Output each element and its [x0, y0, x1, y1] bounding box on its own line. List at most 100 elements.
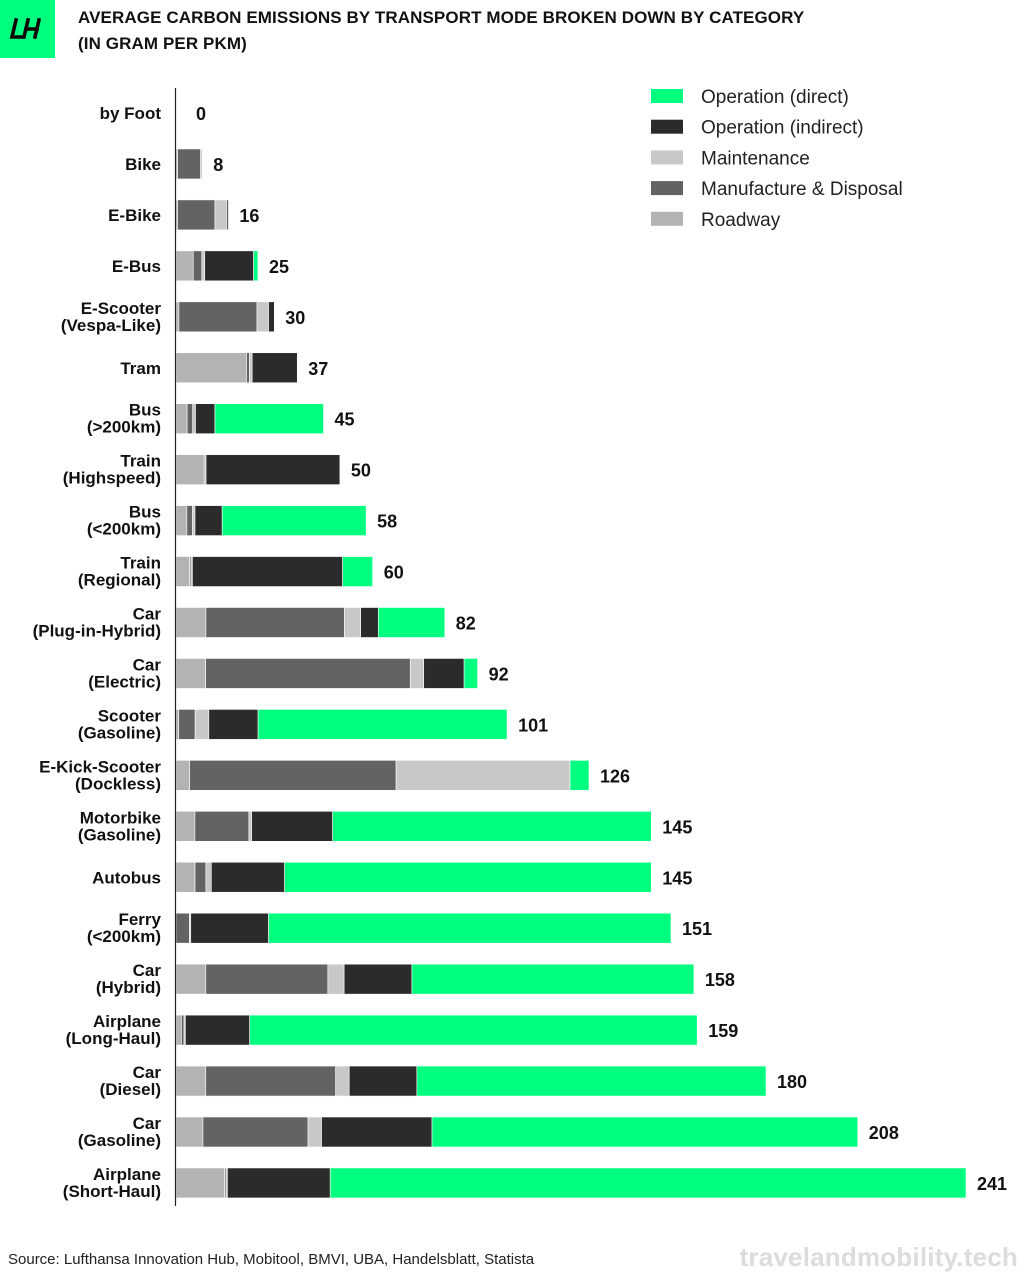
- legend: Operation (direct) Operation (indirect) Ma…: [651, 87, 903, 231]
- bar-segment-roadway: [175, 861, 196, 893]
- bar-row-14: [175, 810, 652, 842]
- bar-segment-operation-indirect: [204, 250, 254, 282]
- legend-item: Operation (direct): [651, 87, 849, 108]
- bar-segment-maintenance: [214, 199, 228, 231]
- bar-segment-maintenance: [200, 148, 203, 180]
- bar-row-19: [175, 1065, 767, 1097]
- bar-row-3: [175, 250, 259, 282]
- bar-segment-manufacture-disposal: [178, 301, 258, 333]
- lh-logo-icon: [9, 17, 42, 40]
- bar-segment-roadway: [175, 607, 207, 638]
- bar-segment-roadway: [175, 1116, 204, 1148]
- bar-segment-roadway: [175, 1065, 207, 1097]
- category-label: Train (Regional): [78, 554, 161, 590]
- bar-row-16: [175, 912, 672, 944]
- bar-segment-operation-indirect: [321, 1116, 433, 1148]
- bar-segment-manufacture-disposal: [175, 912, 190, 944]
- bar-segment-roadway: [175, 1167, 226, 1199]
- bar-segment-operation-indirect: [348, 1065, 418, 1097]
- category-label: Car (Plug-in-Hybrid): [33, 605, 162, 641]
- bar-row-15: [175, 861, 652, 893]
- chart-title-line-1: AVERAGE CARBON EMISSIONS BY TRANSPORT MO…: [78, 8, 805, 27]
- bar-segment-roadway: [175, 556, 190, 587]
- legend-label: Operation (direct): [701, 87, 849, 108]
- bar-segment-operation-indirect: [190, 912, 269, 944]
- value-label: 92: [489, 665, 509, 685]
- bar-segment-operation-direct: [253, 250, 259, 282]
- category-label: Ferry (<200km): [87, 910, 162, 946]
- value-label: 158: [705, 970, 735, 990]
- bar-segment-operation-direct: [411, 963, 695, 995]
- bar-segment-operation-direct: [377, 607, 446, 638]
- bar-segment-roadway: [175, 301, 180, 333]
- chart-title-line-2: (IN GRAM PER PKM): [78, 34, 247, 53]
- bars-layer: [175, 148, 967, 1199]
- bar-segment-operation-indirect: [251, 352, 298, 384]
- category-label: Bus (<200km): [87, 503, 161, 539]
- value-label: 45: [335, 410, 355, 430]
- chart-title: AVERAGE CARBON EMISSIONS BY TRANSPORT MO…: [78, 5, 1008, 57]
- bar-segment-manufacture-disposal: [186, 505, 193, 536]
- value-label: 37: [308, 359, 328, 379]
- bar-segment-operation-indirect: [226, 199, 229, 231]
- bar-segment-roadway: [175, 1014, 182, 1046]
- bar-row-18: [175, 1014, 698, 1046]
- bar-row-8: [175, 505, 367, 536]
- value-label: 159: [708, 1021, 738, 1041]
- bar-row-17: [175, 963, 695, 995]
- bar-segment-operation-indirect: [227, 1167, 331, 1199]
- bar-segment-operation-indirect: [251, 810, 333, 842]
- stacked-bar-chart: by Foot Bike E-Bike E-Bus E-Scooter (Vespa-Li…: [33, 87, 1007, 1206]
- category-label: Bus (>200km): [87, 401, 161, 437]
- bar-segment-operation-direct: [257, 709, 508, 740]
- bar-segment-manufacture-disposal: [205, 658, 411, 689]
- bar-segment-maintenance: [249, 352, 253, 384]
- bar-row-6: [175, 403, 324, 435]
- bar-segment-maintenance: [194, 709, 210, 740]
- category-label: Car (Gasoline): [78, 1114, 161, 1150]
- bar-segment-maintenance: [335, 1065, 350, 1097]
- bar-segment-maintenance: [248, 810, 252, 842]
- bar-segment-manufacture-disposal: [205, 1065, 336, 1097]
- bar-segment-manufacture-disposal: [186, 403, 194, 435]
- value-label: 241: [977, 1174, 1007, 1194]
- value-label: 151: [682, 919, 712, 939]
- category-label: Train (Highspeed): [63, 452, 161, 488]
- category-label: Scooter (Gasoline): [78, 706, 162, 742]
- bar-segment-operation-direct: [342, 556, 373, 587]
- bar-segment-maintenance: [307, 1116, 322, 1148]
- bar-segment-maintenance: [192, 505, 196, 536]
- category-label: Car (Electric): [88, 656, 161, 692]
- bar-segment-operation-direct: [463, 658, 478, 689]
- bar-segment-operation-direct: [569, 760, 590, 791]
- bar-segment-maintenance: [395, 760, 571, 791]
- value-label: 60: [384, 563, 404, 583]
- bar-row-10: [175, 607, 446, 638]
- bar-row-13: [175, 760, 590, 791]
- bar-segment-operation-direct: [431, 1116, 859, 1148]
- bar-segment-roadway: [175, 403, 188, 435]
- category-label: Motorbike (Gasoline): [78, 808, 161, 844]
- value-label: 145: [662, 868, 692, 888]
- value-label: 82: [456, 614, 476, 634]
- bar-segment-operation-indirect: [211, 861, 285, 893]
- bar-segment-manufacture-disposal: [192, 250, 203, 282]
- category-label: Airplane (Short-Haul): [63, 1165, 161, 1201]
- brand-watermark: travelandmobility.tech: [739, 1242, 1018, 1272]
- bar-row-2: [175, 199, 229, 231]
- bar-segment-roadway: [175, 352, 247, 384]
- bar-segment-maintenance: [344, 607, 361, 638]
- bar-segment-operation-indirect: [423, 658, 465, 689]
- bar-segment-manufacture-disposal: [194, 810, 250, 842]
- legend-label: Operation (indirect): [701, 118, 864, 139]
- value-label: 145: [662, 817, 692, 837]
- legend-swatch: [651, 211, 683, 226]
- category-label: Airplane (Long-Haul): [66, 1012, 161, 1048]
- value-label: 30: [285, 308, 305, 328]
- bar-segment-operation-indirect: [268, 301, 275, 333]
- bar-segment-manufacture-disposal: [189, 760, 397, 791]
- legend-item: Roadway: [651, 210, 781, 231]
- category-label: Tram: [120, 359, 161, 378]
- bar-segment-roadway: [175, 810, 196, 842]
- bar-segment-roadway: [175, 963, 207, 995]
